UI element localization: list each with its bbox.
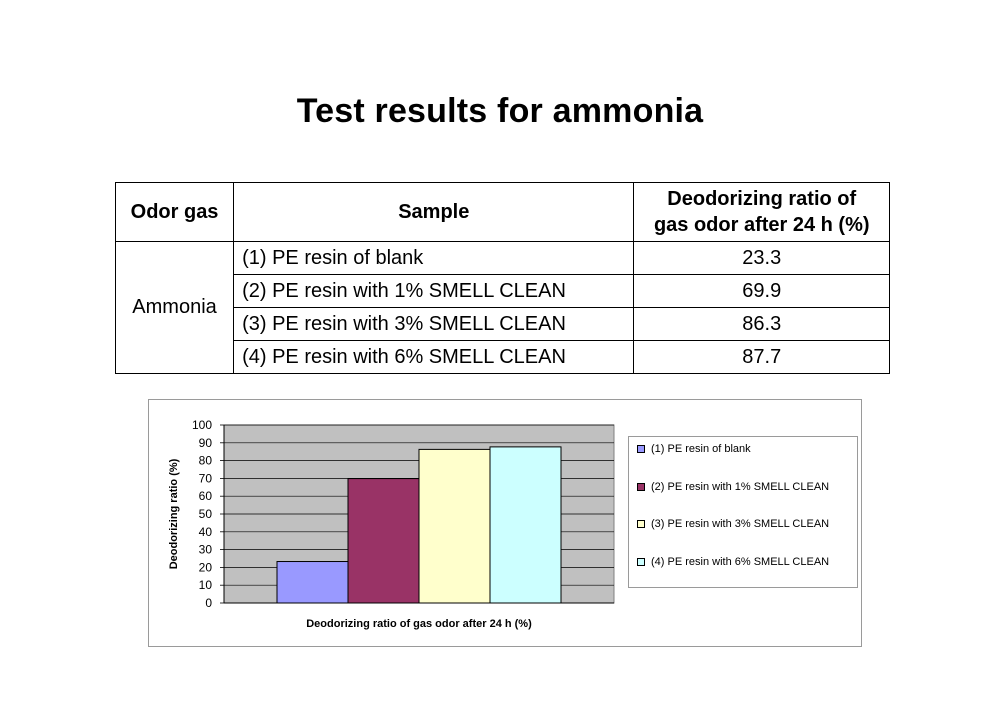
legend-label: (1) PE resin of blank [651,443,751,455]
header-deodorizing-ratio: Deodorizing ratio of gas odor after 24 h… [633,182,890,242]
y-tick-label: 80 [199,454,213,468]
bar-chart: 0 10 20 30 40 50 60 70 80 90 100 Deodorizing ratio … [168,418,615,630]
gas-cell: Ammonia [114,241,235,374]
y-tick-label: 100 [192,418,212,432]
y-tick-label: 10 [199,578,213,592]
bar [347,478,420,604]
header-odor-gas: Odor gas [114,182,235,242]
sample-cell: (3) PE resin with 3% SMELL CLEAN [233,307,635,341]
y-tick-label: 0 [205,596,212,610]
header-ratio-line2: gas odor after 24 h (%) [653,214,870,236]
value-cell: 23.3 [633,241,890,275]
sample-cell: (4) PE resin with 6% SMELL CLEAN [233,340,635,374]
value-cell: 86.3 [633,307,890,341]
legend-label: (4) PE resin with 6% SMELL CLEAN [651,556,830,568]
bar [418,448,491,604]
legend-swatch [637,558,645,566]
value-cell: 87.7 [633,340,890,374]
legend-item: (2) PE resin with 1% SMELL CLEAN [637,481,829,493]
bar [276,561,349,604]
legend-item: (3) PE resin with 3% SMELL CLEAN [637,518,829,530]
header-ratio-line1: Deodorizing ratio of [667,188,857,210]
legend-item: (1) PE resin of blank [637,443,751,455]
bar [489,446,562,604]
legend-label: (2) PE resin with 1% SMELL CLEAN [651,481,830,493]
header-sample: Sample [233,182,635,242]
chart-frame: 0 10 20 30 40 50 60 70 80 90 100 Deodorizing ratio … [148,399,862,647]
value-cell: 69.9 [633,274,890,308]
x-axis-title: Deodorizing ratio of gas odor after 24 h… [306,618,532,630]
table-header-row: Odor gas Sample Deodorizing ratio of gas… [114,182,890,242]
y-axis-title: Deodorizing ratio (%) [168,458,180,569]
results-table: Odor gas Sample Deodorizing ratio of gas… [114,182,890,374]
y-tick-label: 50 [199,507,213,521]
table-row: (2) PE resin with 1% SMELL CLEAN 69.9 [116,274,890,308]
table-row: Ammonia (1) PE resin of blank 23.3 [114,241,890,374]
sample-cell: (1) PE resin of blank [233,241,635,275]
y-tick-label: 40 [199,525,213,539]
y-tick-label: 30 [199,543,213,557]
table-row: (4) PE resin with 6% SMELL CLEAN 87.7 [116,340,890,374]
legend-label: (3) PE resin with 3% SMELL CLEAN [651,518,830,530]
legend-swatch [637,483,645,491]
y-tick-label: 90 [199,436,213,450]
y-tick-label: 60 [199,489,213,503]
table-row: (3) PE resin with 3% SMELL CLEAN 86.3 [116,307,890,341]
y-tick-label: 70 [199,471,213,485]
legend-swatch [637,520,645,528]
y-tick-label: 20 [199,560,213,574]
legend-item: (4) PE resin with 6% SMELL CLEAN [637,556,829,568]
page-title: Test results for ammonia [296,92,704,130]
legend-swatch [637,445,645,453]
chart-legend: (1) PE resin of blank (2) PE resin with … [628,436,858,588]
sample-cell: (2) PE resin with 1% SMELL CLEAN [233,274,635,308]
